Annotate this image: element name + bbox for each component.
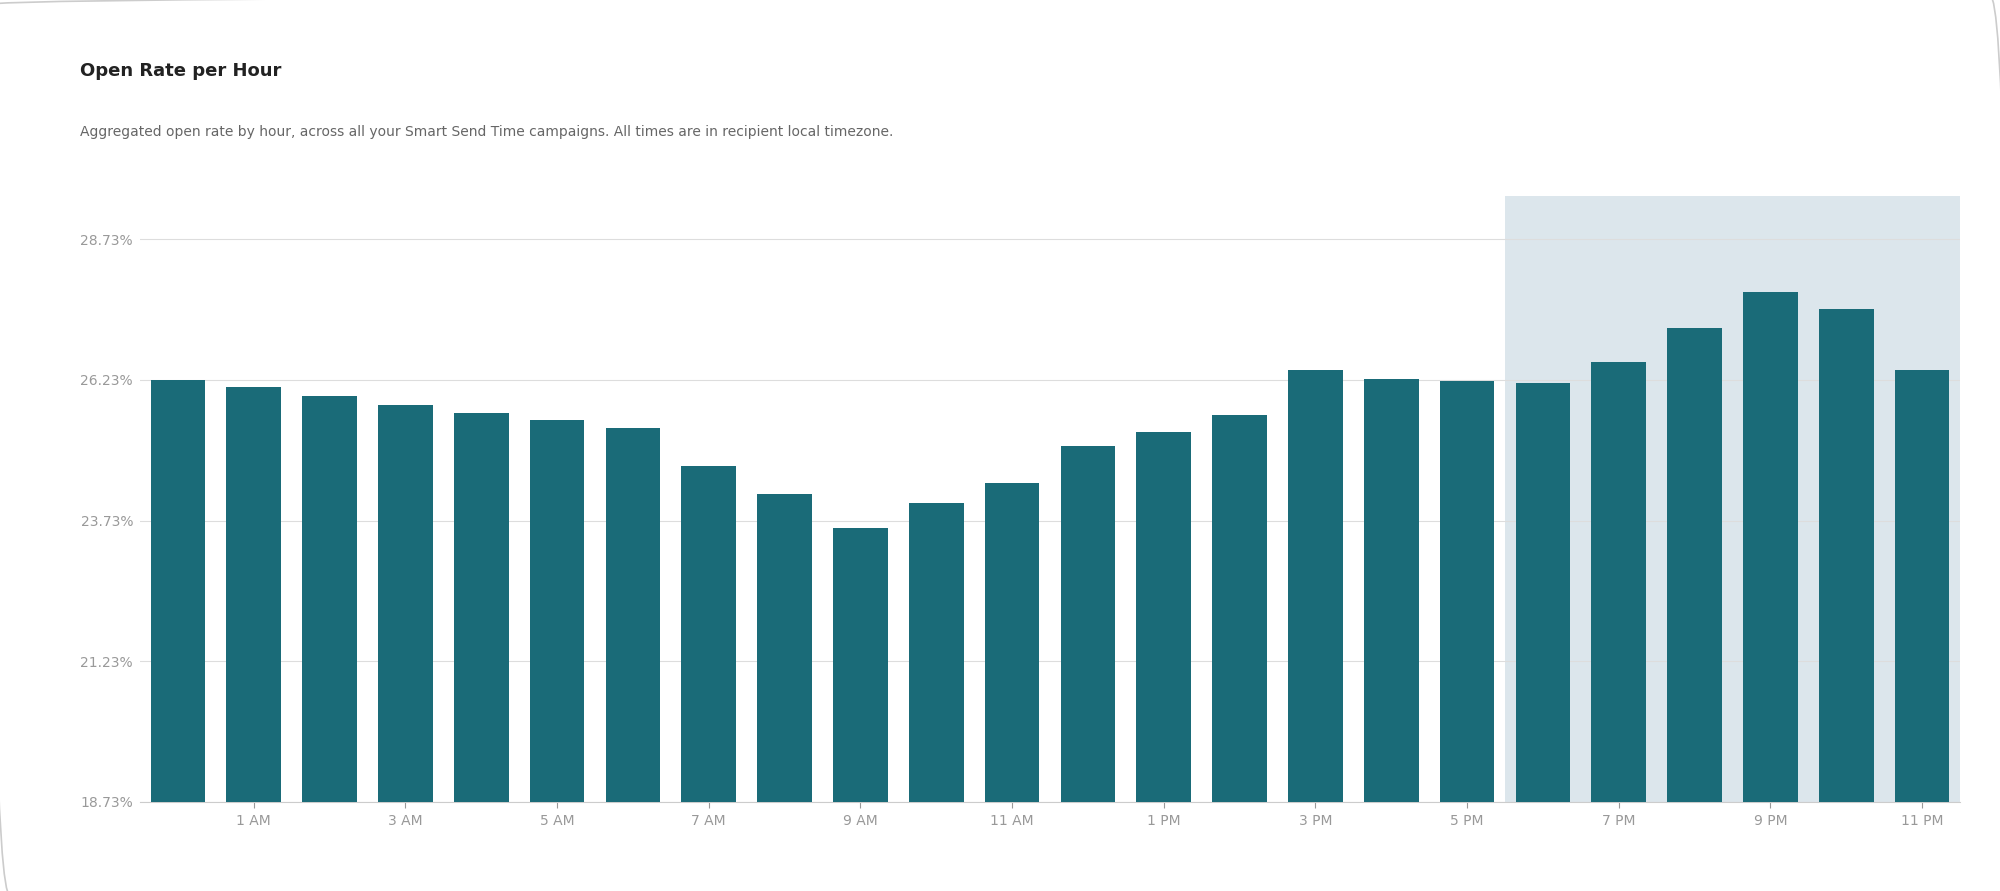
- Bar: [454, 413, 508, 802]
- Bar: [834, 528, 888, 802]
- Bar: [908, 503, 964, 802]
- Bar: [606, 428, 660, 802]
- Bar: [984, 483, 1040, 802]
- Bar: [1668, 328, 1722, 802]
- Bar: [1744, 291, 1798, 802]
- Bar: [226, 388, 282, 802]
- Bar: [758, 495, 812, 802]
- Bar: [378, 405, 432, 802]
- Bar: [1516, 383, 1570, 802]
- Bar: [1060, 446, 1116, 802]
- Bar: [1592, 362, 1646, 802]
- Bar: [150, 380, 206, 802]
- Bar: [1288, 371, 1342, 802]
- Bar: [1506, 196, 1960, 802]
- Bar: [530, 420, 584, 802]
- Bar: [1212, 415, 1266, 802]
- Bar: [1440, 380, 1494, 802]
- Bar: [1136, 432, 1192, 802]
- Bar: [1818, 308, 1874, 802]
- Bar: [682, 466, 736, 802]
- Text: Aggregated open rate by hour, across all your Smart Send Time campaigns. All tim: Aggregated open rate by hour, across all…: [80, 125, 894, 139]
- Text: Open Rate per Hour: Open Rate per Hour: [80, 62, 282, 80]
- Bar: [1894, 371, 1950, 802]
- Bar: [1364, 379, 1418, 802]
- Bar: [302, 396, 356, 802]
